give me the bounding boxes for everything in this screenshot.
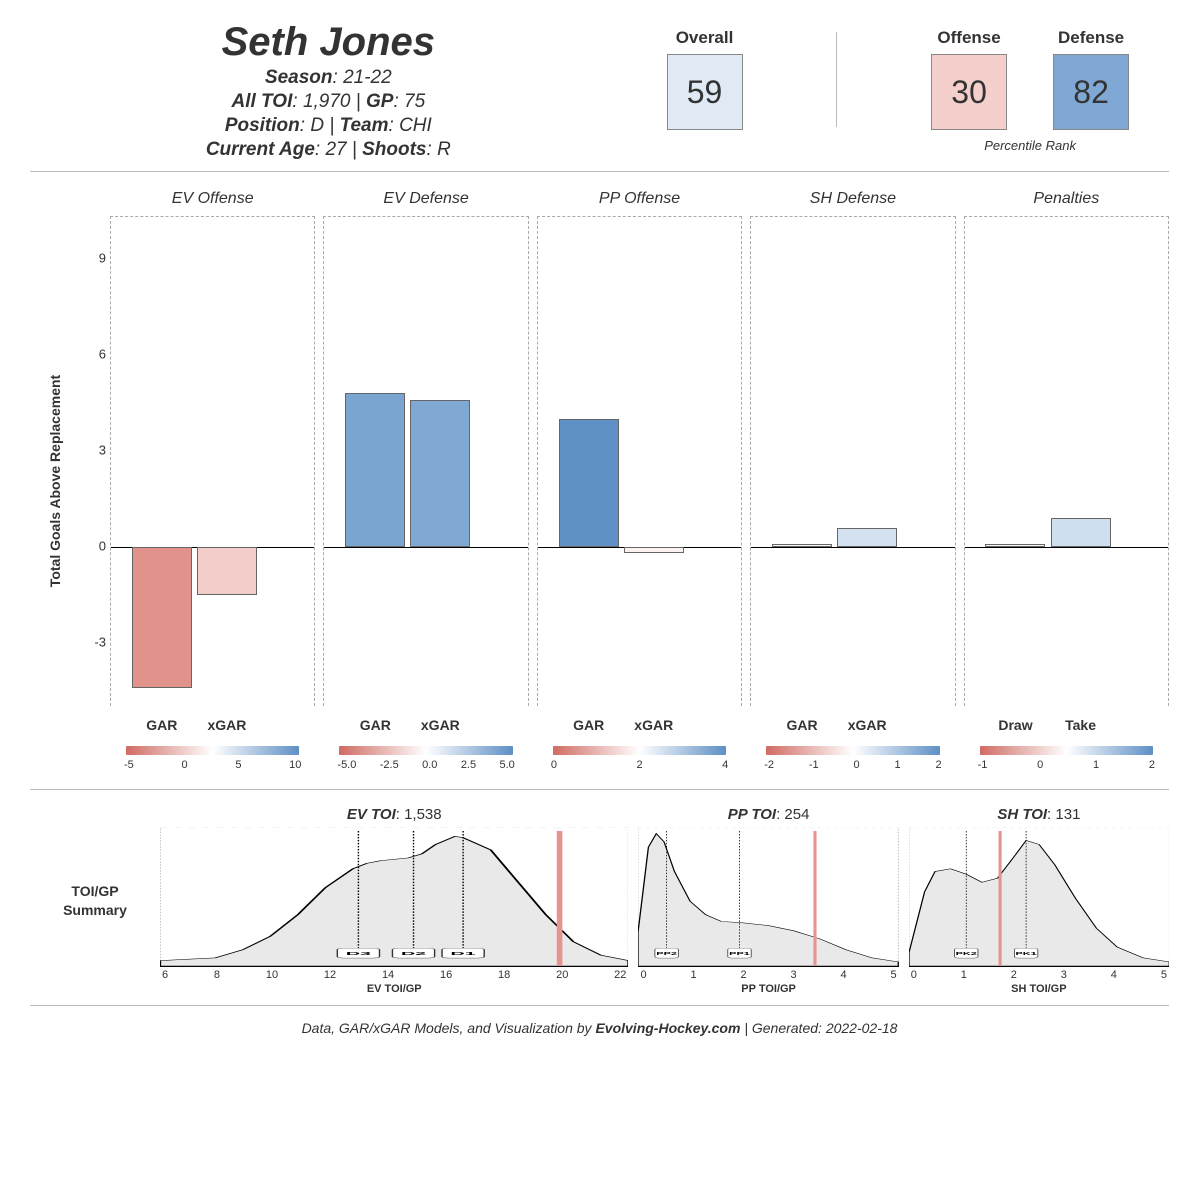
bar-sh-defense-gar bbox=[772, 544, 832, 547]
bar-ev-offense-gar bbox=[132, 547, 192, 688]
bar-ev-defense-gar bbox=[345, 393, 405, 547]
panel-4: Penalties Draw Take -1012 bbox=[964, 190, 1169, 771]
gradient-legend bbox=[339, 746, 512, 755]
panel-1: EV Defense GAR xGAR -5.0-2.50.02.55.0 bbox=[323, 190, 528, 771]
svg-text:PP1: PP1 bbox=[730, 952, 751, 957]
info-pos-team: Position: D | Team: CHI bbox=[30, 115, 627, 137]
gradient-legend bbox=[980, 746, 1153, 755]
svg-text:PP2: PP2 bbox=[657, 952, 678, 957]
toi-section-label: TOI/GPSummary bbox=[30, 806, 160, 995]
panel-2: PP Offense GAR xGAR 024 bbox=[537, 190, 742, 771]
bar-penalties-draw bbox=[985, 544, 1045, 547]
gradient-legend bbox=[766, 746, 939, 755]
y-axis-label-col: Total Goals Above Replacement bbox=[30, 190, 80, 771]
player-info: Seth Jones Season: 21-22 All TOI: 1,970 … bbox=[30, 20, 627, 161]
bar-penalties-take bbox=[1051, 518, 1111, 547]
svg-text:PK2: PK2 bbox=[955, 952, 977, 957]
gradient-legend bbox=[553, 746, 726, 755]
info-season: Season: 21-22 bbox=[30, 67, 627, 89]
rank-block: Overall 59 Offense 30 Defense 82 Percent… bbox=[627, 20, 1169, 161]
gar-panels: EV Offense GAR xGAR -50510 EV Defense GA… bbox=[110, 190, 1169, 771]
rank-overall: Overall 59 bbox=[667, 28, 743, 130]
y-axis-label: Total Goals Above Replacement bbox=[47, 374, 63, 586]
toi-panel-1: PP TOI: 254 PP2 PP1 012345 PP TOI/GP bbox=[638, 806, 898, 995]
svg-text:PK1: PK1 bbox=[1015, 952, 1037, 957]
footer: Data, GAR/xGAR Models, and Visualization… bbox=[30, 1020, 1169, 1036]
toi-panel-0: EV TOI: 1,538 D3 D2 D1 6810121 bbox=[160, 806, 628, 995]
panel-3: SH Defense GAR xGAR -2-1012 bbox=[750, 190, 955, 771]
svg-text:D3: D3 bbox=[346, 952, 371, 957]
rank-divider bbox=[836, 32, 837, 127]
info-toi-gp: All TOI: 1,970 | GP: 75 bbox=[30, 91, 627, 113]
toi-section: TOI/GPSummary EV TOI: 1,538 D3 D2 D1 bbox=[30, 789, 1169, 1006]
y-ticks: -30369 bbox=[80, 190, 110, 735]
rank-defense: Defense 82 bbox=[1053, 28, 1129, 130]
bar-pp-offense-gar bbox=[559, 419, 619, 547]
panel-0: EV Offense GAR xGAR -50510 bbox=[110, 190, 315, 771]
svg-text:D2: D2 bbox=[401, 952, 426, 957]
gradient-legend bbox=[126, 746, 299, 755]
header: Seth Jones Season: 21-22 All TOI: 1,970 … bbox=[30, 20, 1169, 172]
bar-pp-offense-xgar bbox=[624, 547, 684, 553]
density-curve: PP2 PP1 bbox=[638, 827, 898, 967]
svg-text:D1: D1 bbox=[451, 952, 476, 957]
toi-panel-2: SH TOI: 131 PK2 PK1 012345 SH TOI/GP bbox=[909, 806, 1169, 995]
toi-panels: EV TOI: 1,538 D3 D2 D1 6810121 bbox=[160, 806, 1169, 995]
density-curve: PK2 PK1 bbox=[909, 827, 1169, 967]
gar-chart: Total Goals Above Replacement -30369 EV … bbox=[30, 190, 1169, 771]
bar-sh-defense-xgar bbox=[837, 528, 897, 547]
rank-offense-defense: Offense 30 Defense 82 Percentile Rank bbox=[931, 28, 1129, 153]
info-age-shoots: Current Age: 27 | Shoots: R bbox=[30, 139, 627, 161]
rank-offense: Offense 30 bbox=[931, 28, 1007, 130]
bar-ev-offense-xgar bbox=[197, 547, 257, 595]
player-name: Seth Jones bbox=[30, 20, 627, 65]
density-curve: D3 D2 D1 bbox=[160, 827, 628, 967]
bar-ev-defense-xgar bbox=[410, 400, 470, 547]
